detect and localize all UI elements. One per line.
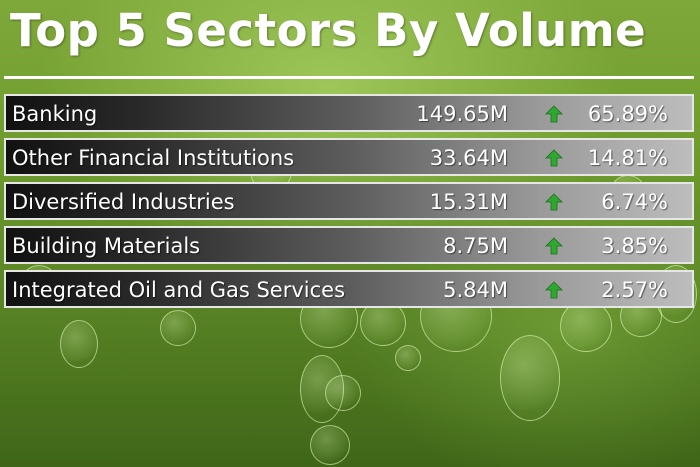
sector-name: Other Financial Institutions (12, 146, 295, 170)
sector-list: Banking 149.65M 65.89% Other Financial I… (4, 94, 694, 308)
sector-row-diversified-industries: Diversified Industries 15.31M 6.74% (4, 182, 694, 220)
sector-volume: 33.64M (429, 146, 508, 170)
up-arrow-icon (545, 281, 563, 299)
bubble-decoration (300, 355, 344, 423)
title-divider (4, 76, 694, 79)
sector-volume: 15.31M (429, 190, 508, 214)
sector-name: Integrated Oil and Gas Services (12, 278, 346, 302)
bubble-decoration (500, 335, 560, 421)
bubble-decoration (60, 320, 98, 368)
bubble-decoration (395, 345, 421, 371)
page-title: Top 5 Sectors By Volume (10, 4, 647, 57)
sector-percent: 65.89% (587, 102, 668, 126)
up-arrow-icon (545, 149, 563, 167)
sector-percent: 14.81% (587, 146, 668, 170)
sector-row-banking: Banking 149.65M 65.89% (4, 94, 694, 132)
sector-name: Diversified Industries (12, 190, 235, 214)
sector-row-integrated-oil-and-gas-services: Integrated Oil and Gas Services 5.84M 2.… (4, 270, 694, 308)
bubble-decoration (160, 310, 196, 346)
up-arrow-icon (545, 237, 563, 255)
sector-percent: 2.57% (601, 278, 668, 302)
bubble-decoration (325, 375, 361, 411)
sector-percent: 3.85% (601, 234, 668, 258)
bubble-decoration (310, 425, 350, 465)
sector-volume: 8.75M (443, 234, 508, 258)
up-arrow-icon (545, 105, 563, 123)
sector-volume: 5.84M (443, 278, 508, 302)
sector-row-building-materials: Building Materials 8.75M 3.85% (4, 226, 694, 264)
sector-percent: 6.74% (601, 190, 668, 214)
sector-name: Banking (12, 102, 98, 126)
sector-volume: 149.65M (416, 102, 508, 126)
up-arrow-icon (545, 193, 563, 211)
sector-row-other-financial-institutions: Other Financial Institutions 33.64M 14.8… (4, 138, 694, 176)
sector-name: Building Materials (12, 234, 201, 258)
